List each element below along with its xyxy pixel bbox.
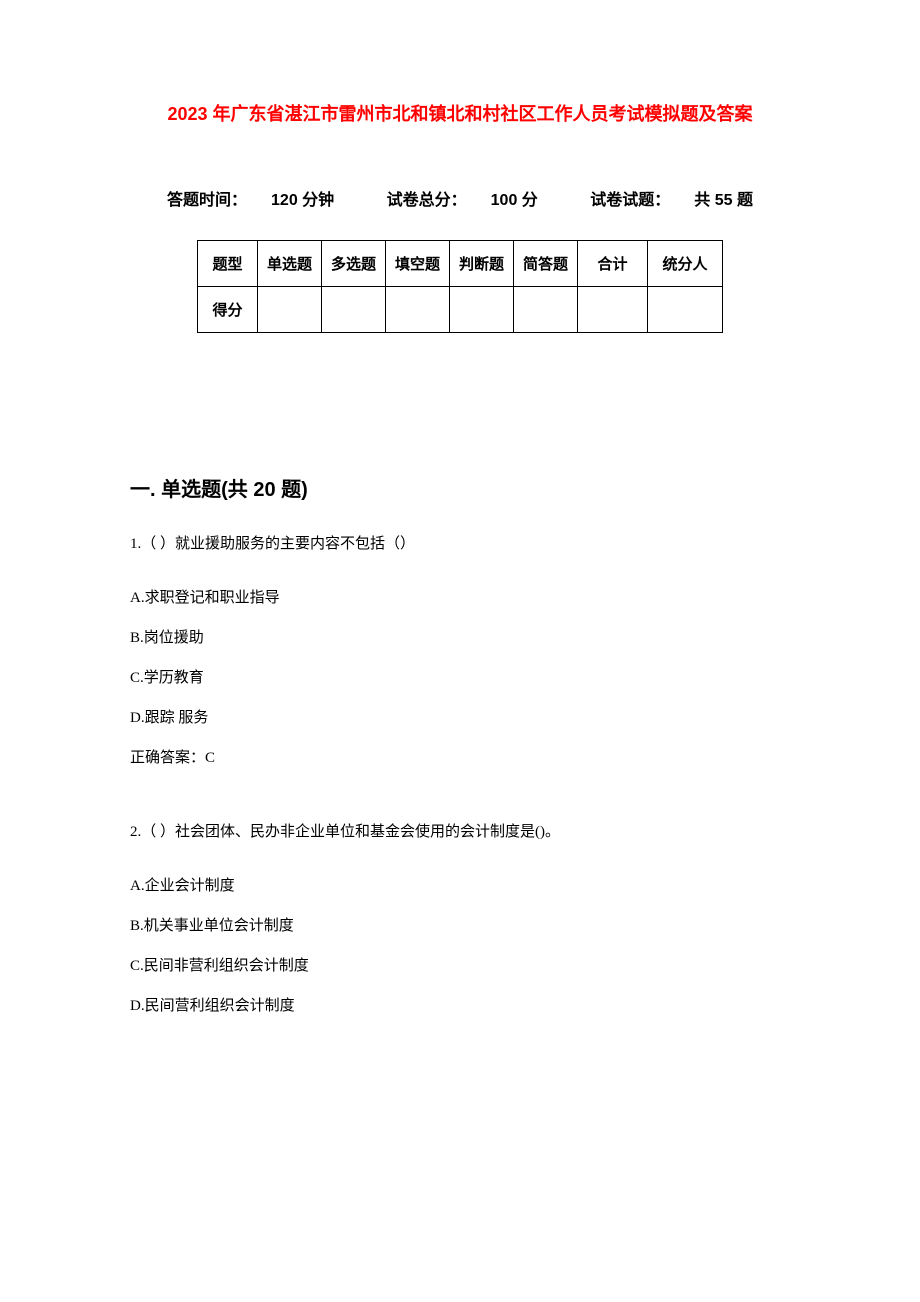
q1-option-c: C.学历教育 xyxy=(130,666,790,690)
col-total: 合计 xyxy=(578,241,648,287)
document-title: 2023 年广东省湛江市雷州市北和镇北和村社区工作人员考试模拟题及答案 xyxy=(130,100,790,126)
q2-option-d: D.民间营利组织会计制度 xyxy=(130,994,790,1018)
section-1-title: 一. 单选题(共 20 题) xyxy=(130,473,790,502)
col-judge: 判断题 xyxy=(450,241,514,287)
cell-multi xyxy=(322,287,386,333)
q2-option-a: A.企业会计制度 xyxy=(130,874,790,898)
cell-total xyxy=(578,287,648,333)
time-value: 120 分钟 xyxy=(271,192,334,209)
col-fill: 填空题 xyxy=(386,241,450,287)
cell-scorer xyxy=(648,287,723,333)
col-single: 单选题 xyxy=(258,241,322,287)
score-table: 题型 单选题 多选题 填空题 判断题 简答题 合计 统分人 得分 xyxy=(197,240,723,333)
cell-fill xyxy=(386,287,450,333)
q1-stem: 1.（ ）就业援助服务的主要内容不包括（） xyxy=(130,532,790,556)
q1-option-b: B.岗位援助 xyxy=(130,626,790,650)
exam-info-bar: 答题时间： 120 分钟 试卷总分： 100 分 试卷试题： 共 55 题 xyxy=(130,186,790,210)
q2-stem: 2.（ ）社会团体、民办非企业单位和基金会使用的会计制度是()。 xyxy=(130,820,790,844)
count-value: 共 55 题 xyxy=(694,192,753,209)
col-multi: 多选题 xyxy=(322,241,386,287)
col-scorer: 统分人 xyxy=(648,241,723,287)
q2-option-c: C.民间非营利组织会计制度 xyxy=(130,954,790,978)
exam-time: 答题时间： 120 分钟 xyxy=(155,192,346,209)
count-label: 试卷试题： xyxy=(590,192,670,209)
cell-judge xyxy=(450,287,514,333)
header-type-label: 题型 xyxy=(198,241,258,287)
time-label: 答题时间： xyxy=(167,192,247,209)
cell-single xyxy=(258,287,322,333)
score-label: 试卷总分： xyxy=(387,192,467,209)
table-header-row: 题型 单选题 多选题 填空题 判断题 简答题 合计 统分人 xyxy=(198,241,723,287)
score-row-label: 得分 xyxy=(198,287,258,333)
score-value: 100 分 xyxy=(491,192,538,209)
exam-count: 试卷试题： 共 55 题 xyxy=(578,192,765,209)
q1-option-a: A.求职登记和职业指导 xyxy=(130,586,790,610)
q2-option-b: B.机关事业单位会计制度 xyxy=(130,914,790,938)
table-score-row: 得分 xyxy=(198,287,723,333)
cell-short xyxy=(514,287,578,333)
exam-score: 试卷总分： 100 分 xyxy=(375,192,550,209)
q1-option-d: D.跟踪 服务 xyxy=(130,706,790,730)
question-2: 2.（ ）社会团体、民办非企业单位和基金会使用的会计制度是()。 A.企业会计制… xyxy=(130,820,790,1018)
question-1: 1.（ ）就业援助服务的主要内容不包括（） A.求职登记和职业指导 B.岗位援助… xyxy=(130,532,790,770)
col-short: 简答题 xyxy=(514,241,578,287)
q1-answer: 正确答案：C xyxy=(130,746,790,770)
